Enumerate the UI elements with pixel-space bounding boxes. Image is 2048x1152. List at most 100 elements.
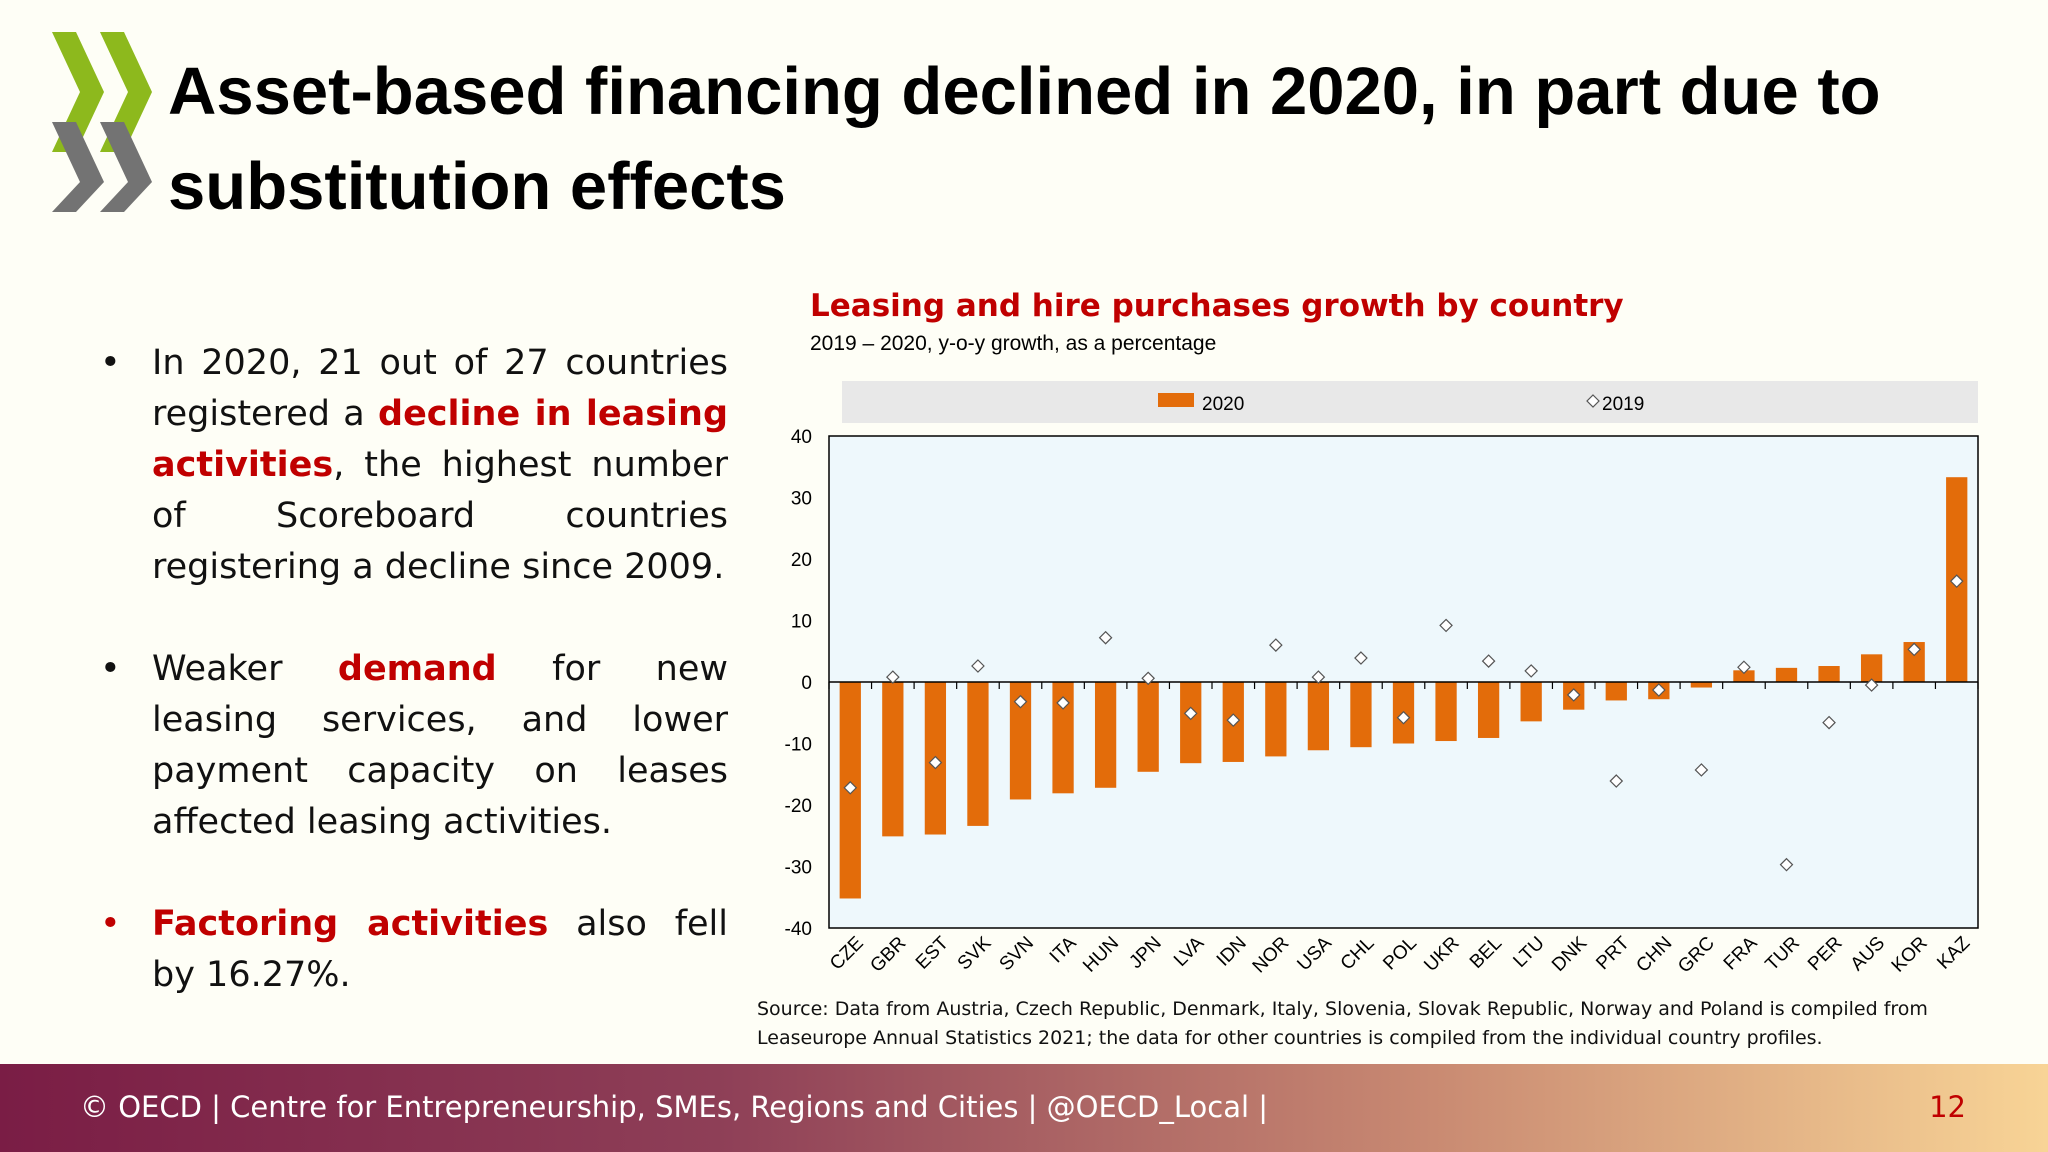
bullet-highlight-text: demand [337,649,497,689]
bullet-highlight-text: Factoring activities [152,904,549,944]
bullet-text: , the highest number of Scoreboard count… [152,445,728,587]
marker-2019 [1098,630,1113,645]
marker-2019 [843,780,858,795]
bar-2020 [1009,682,1032,800]
x-tick-label: POL [1379,933,1421,975]
bar-2020 [882,682,904,837]
x-tick-label: TUR [1762,933,1804,975]
x-tick-label: BEL [1466,933,1506,973]
x-tick-label: LTU [1509,933,1548,972]
slide-title: Asset-based financing declined in 2020, … [168,54,1881,224]
bar-2020 [1903,642,1925,682]
x-tick-label: JPN [1125,933,1165,973]
legend-marker-2019 [1586,394,1600,408]
marker-2019 [1439,618,1453,633]
bullet-marker: • [100,343,121,383]
bar-2020 [1435,682,1457,742]
oecd-logo [52,32,152,212]
x-tick-label: LVA [1170,932,1208,970]
marker-2019 [1311,670,1326,684]
bullet-text: In 2020, 21 out of 27 countries register… [152,343,728,434]
x-tick-label: SVK [954,932,996,974]
x-tick-label: CHL [1337,933,1379,975]
page-number: 12 [1929,1090,1966,1124]
x-tick-label: IDN [1213,933,1251,971]
marker-2019 [1396,710,1411,725]
logo-chevron-right-grey [100,122,152,212]
footer-text: © OECD | Centre for Entrepreneurship, SM… [80,1090,1269,1124]
x-tick-label: PER [1804,933,1846,975]
marker-2019 [1226,713,1241,727]
x-tick-label: CZE [826,933,868,975]
y-tick-label: 10 [791,612,812,633]
bar-2020 [1180,682,1202,764]
marker-2019 [1524,664,1539,678]
x-tick-label: FRA [1720,932,1762,974]
marker-2019 [1949,574,1964,588]
marker-2019 [971,659,985,673]
bar-2020 [1265,682,1287,757]
x-tick-label: EST [912,932,953,973]
chart-subtitle: 2019 – 2020, y-o-y growth, as a percenta… [810,332,1217,355]
marker-2019 [1651,683,1666,697]
bar-2020 [1350,682,1372,748]
x-tick-label: AUS [1847,933,1889,975]
x-tick-label: UKR [1420,933,1463,976]
x-tick-label: HUN [1079,933,1123,977]
bar-2020 [1733,670,1755,682]
y-tick-label: 20 [791,550,812,571]
marker-2019 [928,755,943,770]
x-tick-label: USA [1293,932,1336,975]
bar-2020 [1052,682,1074,794]
legend-label-2020: 2020 [1202,394,1244,415]
x-tick-label: CHN [1632,933,1676,977]
x-tick-label: KOR [1888,933,1932,977]
marker-2019 [1822,715,1836,730]
marker-2019 [1737,660,1751,675]
marker-2019 [1013,694,1028,709]
legend-swatch-2020 [1158,393,1194,407]
marker-2019 [1609,774,1624,788]
bullet-marker: • [100,649,121,689]
bar-2020 [1477,682,1500,738]
marker-2019 [1864,678,1879,692]
legend-label-2019: 2019 [1602,394,1644,415]
footer-bar: © OECD | Centre for Entrepreneurship, SM… [0,1064,2048,1152]
bullet-item: • Weaker demand for new leasing services,… [100,644,728,848]
bullet-text: Weaker [152,649,338,689]
bar-2020 [1137,682,1159,772]
source-note: Source: Data from Austria, Czech Republi… [757,998,1928,1049]
x-tick-label: GBR [866,933,910,977]
y-tick-label: -10 [785,735,812,756]
y-tick-label: -20 [785,796,812,817]
bar-2020 [1520,682,1542,722]
marker-2019 [1354,651,1368,665]
x-tick-label: DNK [1548,932,1591,975]
bar-2020 [1605,682,1627,701]
bullet-list: • In 2020, 21 out of 27 countries registe… [100,338,728,1052]
bar-2020 [1775,667,1798,682]
legend-background [842,381,1978,423]
x-tick-label: KAZ [1933,932,1974,973]
x-tick-label: SVN [996,933,1038,975]
marker-2019 [1268,638,1283,652]
bullet-text: for new leasing services, and lower paym… [152,649,729,842]
marker-2019 [1566,688,1581,702]
bullet-item: • Factoring activities also fell by 16.27… [100,899,728,1001]
x-tick-label: ITA [1046,932,1081,967]
bar-2020 [1860,654,1883,682]
marker-2019 [1481,654,1496,668]
y-tick-label: 40 [791,427,812,448]
logo-chevron-left-grey [52,122,104,212]
marker-2019 [1907,642,1922,657]
y-tick-label: 30 [791,489,812,510]
marker-2019 [1779,857,1794,872]
bar-2020 [1307,682,1330,751]
y-tick-label: -30 [785,858,812,879]
marker-2019 [1183,706,1198,721]
y-tick-label: -40 [785,919,812,940]
marker-2019 [1694,763,1709,777]
bullet-text: also fell by 16.27%. [152,904,729,995]
bar-2020 [1818,666,1840,682]
